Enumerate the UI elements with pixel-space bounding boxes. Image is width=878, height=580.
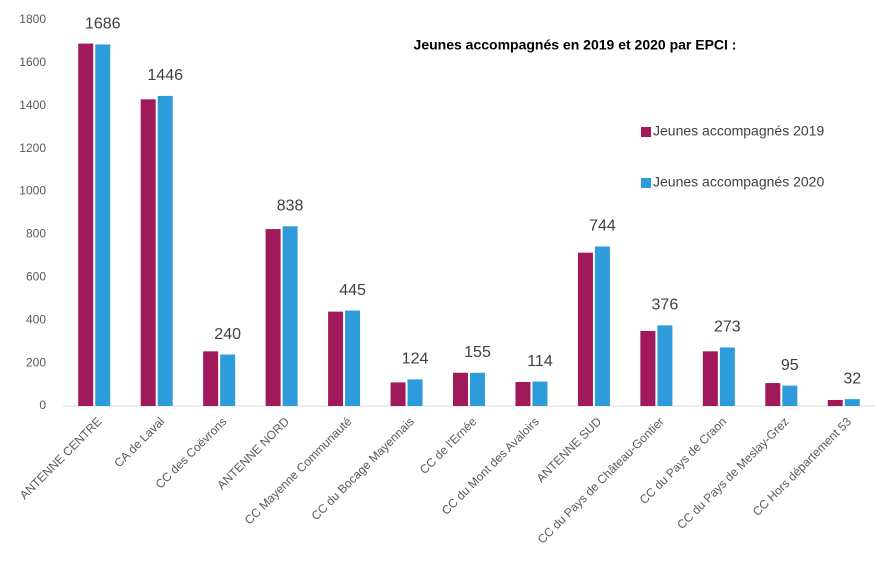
bar — [220, 354, 236, 406]
bar — [532, 381, 548, 406]
y-tick-label: 1000 — [19, 184, 46, 198]
bar — [407, 379, 423, 406]
data-label: 32 — [843, 370, 861, 387]
x-tick-label: CC du Pays de Château-Gontier — [535, 414, 667, 546]
y-tick-label: 1200 — [19, 141, 46, 155]
y-tick-label: 1400 — [19, 98, 46, 112]
data-label: 95 — [781, 357, 799, 374]
bar — [390, 382, 406, 406]
data-label: 376 — [652, 297, 679, 314]
y-tick-label: 400 — [26, 312, 46, 326]
y-tick-label: 1800 — [19, 12, 46, 26]
data-label: 1686 — [85, 16, 121, 33]
x-tick-label: CC Mayenne Communauté — [242, 414, 355, 527]
bar — [140, 99, 156, 406]
legend-label: Jeunes accompagnés 2019 — [653, 123, 824, 139]
y-tick-label: 600 — [26, 270, 46, 284]
chart-title: Jeunes accompagnés en 2019 et 2020 par E… — [414, 37, 737, 53]
data-label: 124 — [402, 351, 429, 368]
x-tick-label: ANTENNE SUD — [534, 414, 605, 485]
bar — [203, 351, 219, 406]
y-tick-label: 0 — [39, 398, 46, 412]
bar — [702, 351, 718, 406]
bar — [719, 347, 735, 406]
x-tick-label: ANTENNE CENTRE — [17, 414, 105, 502]
legend-swatch — [641, 178, 651, 188]
bar — [453, 372, 468, 406]
y-tick-label: 800 — [26, 227, 46, 241]
bar — [657, 325, 673, 406]
x-tick-label: CC du Pays de Meslay-Grez — [674, 414, 791, 531]
y-tick-label: 200 — [26, 355, 46, 369]
bar — [827, 399, 843, 406]
x-tick-label: CC de l'Ernée — [417, 414, 480, 477]
bar — [782, 385, 798, 406]
bar — [640, 330, 656, 406]
data-label: 744 — [589, 218, 616, 235]
bar — [515, 381, 531, 406]
data-label: 445 — [339, 282, 366, 299]
bar — [95, 44, 111, 407]
bar — [282, 226, 298, 406]
bar — [594, 246, 610, 406]
data-label: 838 — [277, 198, 304, 215]
bar — [470, 372, 485, 406]
bar — [157, 95, 173, 406]
data-label: 273 — [714, 319, 741, 336]
bar — [577, 252, 593, 406]
legend-swatch — [641, 127, 651, 137]
bar — [265, 229, 281, 406]
bar — [844, 399, 860, 406]
data-label: 1446 — [147, 67, 183, 84]
bar — [765, 383, 781, 406]
y-tick-label: 1600 — [19, 55, 46, 69]
x-tick-label: CA de Laval — [111, 414, 167, 470]
bar — [328, 311, 344, 406]
legend-label: Jeunes accompagnés 2020 — [653, 174, 824, 190]
data-label: 240 — [214, 326, 241, 343]
x-tick-label: CC du Bocage Mayennais — [308, 414, 416, 522]
data-label: 155 — [464, 344, 491, 361]
bar — [345, 310, 361, 406]
data-label: 114 — [527, 353, 553, 370]
bar — [78, 43, 94, 406]
